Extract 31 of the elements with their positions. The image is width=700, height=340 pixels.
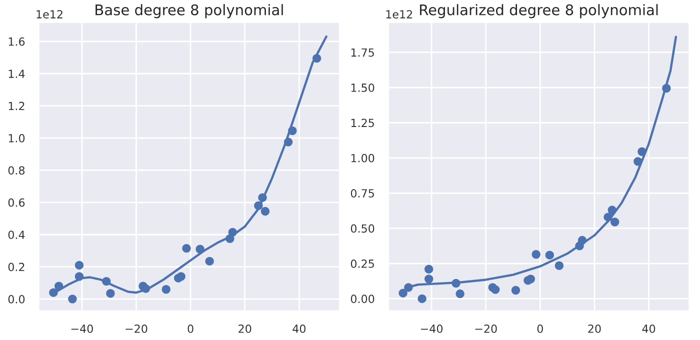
y-tick-label: 0.50: [350, 224, 374, 233]
x-tick-label: −40: [71, 324, 93, 333]
y-tick-label: 1.25: [351, 118, 374, 128]
y-tick-label: 0.25: [350, 259, 374, 268]
y-tick-label: 0.75: [350, 189, 374, 198]
x-tick-label: 0: [537, 324, 543, 333]
y-tick-label: 1.2: [8, 102, 24, 110]
x-tick-label: −20: [126, 324, 148, 333]
chart-title: Base degree 8 polynomial: [96, 4, 283, 18]
y-tick-label: 0.4: [8, 230, 25, 240]
x-tick-label: 20: [238, 324, 252, 333]
x-tick-label: 20: [588, 324, 601, 333]
y-tick-label: 1.50: [351, 84, 374, 92]
x-tick-label: 40: [292, 324, 306, 333]
y-tick-label: 0.6: [8, 198, 25, 207]
y-tick-label: 1.00: [351, 154, 374, 162]
y-tick-label: 1.6: [8, 37, 25, 46]
y-tick-label: 0.2: [8, 262, 24, 272]
text: 1e12: [386, 10, 412, 18]
text: 1e12: [36, 10, 62, 18]
x-tick-label: 40: [642, 324, 656, 333]
y-tick-label: 0.8: [8, 166, 25, 175]
x-tick-label: −20: [475, 324, 497, 333]
y-tick-label: 1.4: [8, 70, 25, 78]
y-tick-label: 1.75: [351, 48, 374, 57]
y-tick-label: 1.0: [8, 134, 25, 142]
chart-title: Regularized degree 8 polynomial: [420, 4, 658, 18]
y-tick-label: 0.00: [350, 294, 374, 304]
x-tick-label: −40: [421, 324, 443, 333]
y-tick-label: 0.0: [8, 295, 25, 304]
x-tick-label: 0: [188, 324, 194, 333]
